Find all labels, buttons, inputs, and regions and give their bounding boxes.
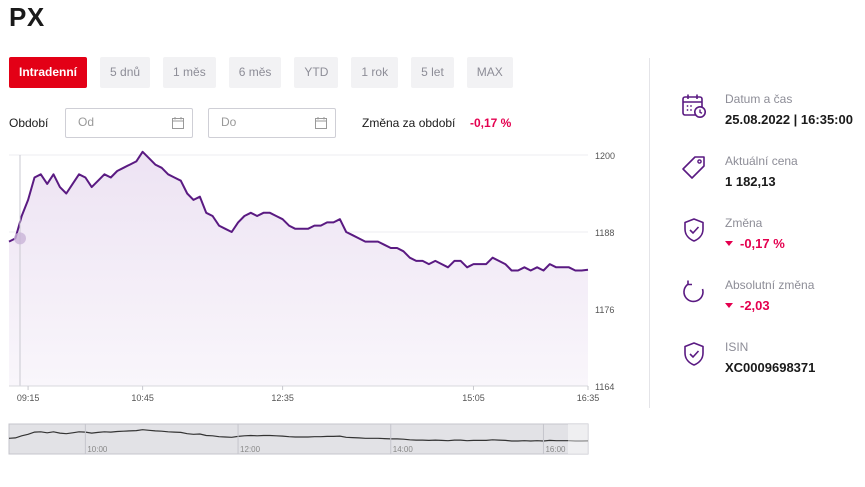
tab-0[interactable]: Intradenní (9, 57, 88, 88)
panel-divider (649, 58, 650, 408)
x-tick-label: 10:45 (131, 393, 154, 403)
calendar-icon[interactable] (172, 117, 184, 129)
period-label: Období (9, 116, 49, 130)
page-title: PX (9, 2, 45, 32)
tab-7[interactable]: MAX (466, 57, 513, 88)
abs-change-value: -2,03 (740, 298, 770, 313)
navigator-tick-label: 12:00 (240, 445, 261, 454)
y-tick-label: 1176 (595, 305, 614, 315)
hover-marker (14, 232, 26, 245)
change-value-row: -0,17 % (725, 236, 785, 251)
period-change-value: -0,17 % (470, 116, 512, 130)
date-to-field[interactable] (208, 108, 336, 138)
period-filter: Období Změna za období -0,17 % (9, 108, 609, 138)
x-tick-label: 15:05 (462, 393, 485, 403)
down-arrow-icon (725, 303, 733, 308)
tab-3[interactable]: 6 měs (228, 57, 282, 88)
navigator-handle[interactable] (568, 424, 588, 454)
date-from-field[interactable] (65, 108, 193, 138)
series-area (9, 151, 588, 386)
price-chart[interactable]: 1164 1176 1188 1200 09:15 10:45 12:35 15:05 16:3… (0, 150, 640, 410)
datetime-label: Datum a čas (725, 92, 793, 106)
navigator-tick-label: 16:00 (545, 445, 566, 454)
refresh-icon (683, 280, 704, 303)
tab-6[interactable]: 5 let (411, 57, 454, 88)
navigator-tick-label: 14:00 (393, 445, 414, 454)
date-from-input[interactable] (78, 115, 158, 129)
x-tick-label: 12:35 (271, 393, 294, 403)
y-tick-label: 1188 (595, 228, 614, 238)
y-tick-label: 1164 (595, 382, 614, 392)
x-tick-label: 16:35 (577, 393, 600, 403)
navigator-tick-label: 10:00 (87, 445, 108, 454)
series-line (8, 150, 589, 272)
tab-4[interactable]: YTD (294, 57, 339, 88)
abs-change-label: Absolutní změna (725, 278, 815, 292)
info-isin: ISIN XC0009698371 (680, 340, 865, 380)
change-label: Změna (725, 216, 763, 230)
shield-check-icon (684, 218, 704, 242)
navigator-series (8, 429, 589, 442)
info-change: Změna -0,17 % (680, 216, 865, 256)
price-value: 1 182,13 (725, 174, 776, 189)
datetime-value: 25.08.2022 | 16:35:00 (725, 112, 853, 127)
isin-value: XC0009698371 (725, 360, 816, 375)
abs-change-value-row: -2,03 (725, 298, 770, 313)
info-price: Aktuální cena 1 182,13 (680, 154, 865, 194)
change-value: -0,17 % (740, 236, 785, 251)
chart-navigator[interactable]: 10:00 12:00 14:00 16:00 (0, 420, 640, 460)
isin-label: ISIN (725, 340, 749, 354)
tab-1[interactable]: 5 dnů (100, 57, 151, 88)
y-tick-label: 1200 (595, 151, 615, 161)
price-tag-icon (682, 156, 705, 179)
date-to-input[interactable] (221, 115, 301, 129)
calendar-icon[interactable] (315, 117, 327, 129)
price-label: Aktuální cena (725, 154, 798, 168)
navigator-track[interactable] (8, 423, 589, 455)
calendar-clock-icon (682, 94, 706, 118)
period-change-label: Změna za období (362, 116, 456, 130)
x-tick-label: 09:15 (17, 393, 40, 403)
shield-check-icon (684, 342, 704, 366)
info-datetime: Datum a čas 25.08.2022 | 16:35:00 (680, 92, 865, 132)
info-abs-change: Absolutní změna -2,03 (680, 278, 865, 318)
period-tabs: Intradenní 5 dnů 1 měs 6 měs YTD 1 rok 5 let MA… (9, 57, 526, 88)
tab-2[interactable]: 1 měs (163, 57, 216, 88)
tab-5[interactable]: 1 rok (351, 57, 399, 88)
down-arrow-icon (725, 241, 733, 246)
